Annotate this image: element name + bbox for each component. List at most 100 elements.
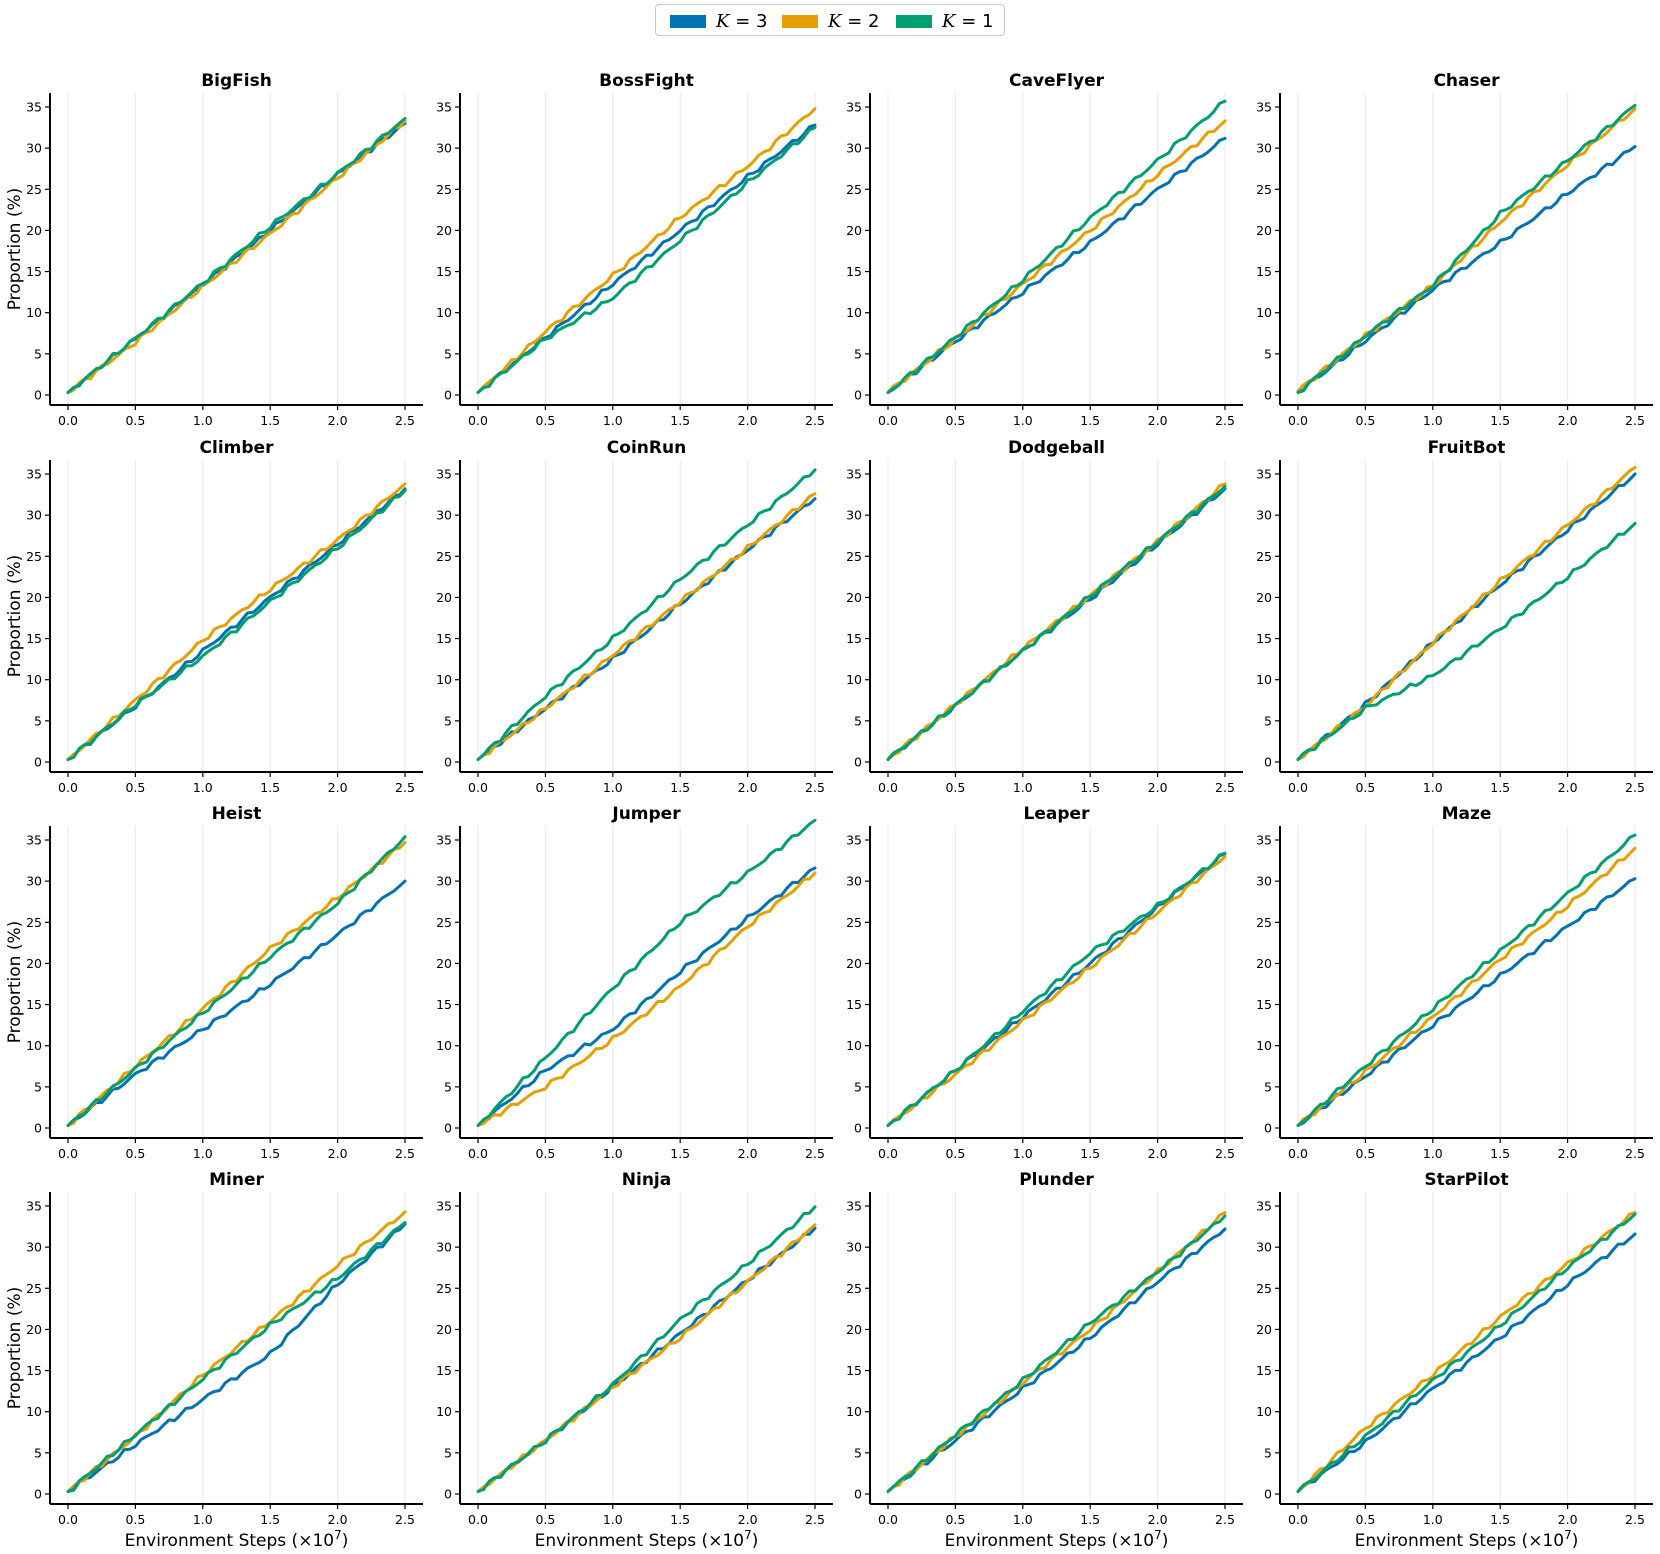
y-tick-label: 25 (1256, 549, 1272, 564)
y-tick-label: 10 (1256, 1038, 1272, 1053)
x-tick-label: 0.0 (1288, 413, 1308, 428)
x-tick-label: 1.5 (260, 1146, 280, 1161)
y-tick-label: 30 (436, 508, 452, 523)
y-tick-label: 5 (1264, 1445, 1272, 1460)
legend-entry-k1: K = 1 (896, 10, 993, 32)
x-tick-label: 0.5 (945, 1146, 965, 1161)
series-line-k1 (476, 468, 817, 761)
y-axis-label: Proportion (%) (5, 1287, 25, 1410)
series-line-k3 (66, 879, 407, 1127)
y-tick-label: 20 (26, 956, 42, 971)
x-tick-label: 2.5 (805, 780, 825, 795)
panel-title: Ninja (622, 1170, 671, 1190)
y-tick-label: 35 (1256, 1199, 1272, 1214)
y-tick-label: 20 (1256, 590, 1272, 605)
x-tick-label: 1.5 (260, 780, 280, 795)
x-tick-label: 0.0 (468, 1512, 488, 1527)
y-tick-label: 30 (26, 1240, 42, 1255)
x-axis-label-end: ) (1572, 1531, 1579, 1551)
series-line-k1 (886, 1214, 1227, 1493)
x-tick-label: 2.5 (395, 1146, 415, 1161)
y-tick-label: 5 (444, 713, 452, 728)
panel-title: Miner (209, 1170, 264, 1190)
series-line-k2 (1296, 107, 1637, 393)
x-tick-label: 2.0 (738, 1512, 758, 1527)
x-tick-label: 2.0 (1558, 413, 1578, 428)
series-line-k1 (66, 489, 407, 761)
x-tick-label: 1.5 (670, 413, 690, 428)
y-tick-label: 30 (846, 1240, 862, 1255)
panel-bossfight: 0 5 10 15 20 25 30 35 0.0 0.5 1.0 1.5 2.0 2.5 BossFigh… (436, 71, 833, 428)
x-tick-label: 1.0 (193, 1512, 213, 1527)
y-tick-label: 35 (26, 467, 42, 482)
panel-title: StarPilot (1424, 1170, 1508, 1190)
panel-bigfish: 0 5 10 15 20 25 30 35 0.0 0.5 1.0 1.5 2.0 2.5 BigFish P… (5, 71, 423, 428)
x-tick-label: 1.0 (603, 780, 623, 795)
x-tick-label: 0.5 (1355, 1146, 1375, 1161)
x-tick-label: 1.0 (603, 1512, 623, 1527)
x-tick-label: 1.0 (193, 780, 213, 795)
x-tick-label: 2.0 (328, 1146, 348, 1161)
y-tick-label: 25 (26, 1281, 42, 1296)
y-tick-label: 20 (1256, 1322, 1272, 1337)
series-line-k3 (66, 1222, 407, 1493)
y-tick-label: 5 (444, 346, 452, 361)
x-tick-label: 0.0 (878, 413, 898, 428)
panel-climber: 0 5 10 15 20 25 30 35 0.0 0.5 1.0 1.5 2.0 2.5 Climber P… (5, 438, 423, 795)
series-line-k1 (476, 818, 817, 1127)
y-axis-label: Proportion (%) (5, 188, 25, 311)
x-tick-label: 2.0 (328, 780, 348, 795)
y-axis-label: Proportion (%) (5, 921, 25, 1044)
x-axis-label-end: ) (1162, 1531, 1169, 1551)
panel-title: CaveFlyer (1009, 71, 1105, 91)
x-tick-label: 1.5 (1490, 780, 1510, 795)
series-line-k1 (886, 99, 1227, 394)
x-tick-label: 2.5 (395, 1512, 415, 1527)
series-line-k2 (886, 855, 1227, 1127)
series-line-k1 (886, 484, 1227, 761)
y-tick-label: 25 (846, 915, 862, 930)
y-tick-label: 0 (444, 1487, 452, 1502)
x-axis-label-exponent: 7 (1154, 1528, 1162, 1542)
x-tick-label: 2.0 (1148, 780, 1168, 795)
x-tick-label: 2.5 (805, 1512, 825, 1527)
panel-plunder: 0 5 10 15 20 25 30 35 0.0 0.5 1.0 1.5 2.0 2.5 Plunder E… (846, 1170, 1243, 1551)
panel-jumper: 0 5 10 15 20 25 30 35 0.0 0.5 1.0 1.5 2.0 2.5 Jumper (436, 804, 833, 1161)
y-tick-label: 15 (1256, 631, 1272, 646)
panel-dodgeball: 0 5 10 15 20 25 30 35 0.0 0.5 1.0 1.5 2.0 2.5 Dodgebal… (846, 438, 1243, 795)
y-tick-label: 30 (846, 141, 862, 156)
x-tick-label: 1.5 (670, 780, 690, 795)
y-tick-label: 15 (846, 997, 862, 1012)
x-tick-label: 2.5 (1625, 1146, 1645, 1161)
x-tick-label: 1.0 (1013, 1146, 1033, 1161)
series-line-k1 (66, 117, 407, 394)
y-tick-label: 5 (34, 1445, 42, 1460)
panel-fruitbot: 0 5 10 15 20 25 30 35 0.0 0.5 1.0 1.5 2.0 2.5 FruitBot (1256, 438, 1653, 795)
x-tick-label: 0.0 (878, 1512, 898, 1527)
y-tick-label: 20 (846, 223, 862, 238)
x-tick-label: 2.5 (1215, 1512, 1235, 1527)
x-axis-label-exponent: 7 (1564, 1528, 1572, 1542)
x-tick-label: 2.0 (738, 413, 758, 428)
y-tick-label: 20 (436, 590, 452, 605)
x-tick-label: 1.0 (193, 1146, 213, 1161)
y-tick-label: 5 (854, 1445, 862, 1460)
x-tick-label: 0.5 (125, 413, 145, 428)
y-axis-label: Proportion (%) (5, 555, 25, 678)
y-tick-label: 0 (444, 1121, 452, 1136)
y-tick-label: 20 (846, 1322, 862, 1337)
y-tick-label: 35 (436, 467, 452, 482)
x-tick-label: 0.5 (535, 1146, 555, 1161)
x-tick-label: 0.0 (1288, 1146, 1308, 1161)
x-axis-label-exponent: 7 (334, 1528, 342, 1542)
x-tick-label: 0.0 (468, 780, 488, 795)
x-tick-label: 1.0 (1423, 780, 1443, 795)
x-tick-label: 0.5 (1355, 413, 1375, 428)
y-tick-label: 15 (26, 631, 42, 646)
y-tick-label: 25 (1256, 915, 1272, 930)
y-tick-label: 15 (26, 997, 42, 1012)
x-tick-label: 2.5 (1625, 413, 1645, 428)
panel-title: FruitBot (1428, 438, 1506, 458)
panel-title: Plunder (1019, 1170, 1094, 1190)
y-tick-label: 10 (846, 672, 862, 687)
